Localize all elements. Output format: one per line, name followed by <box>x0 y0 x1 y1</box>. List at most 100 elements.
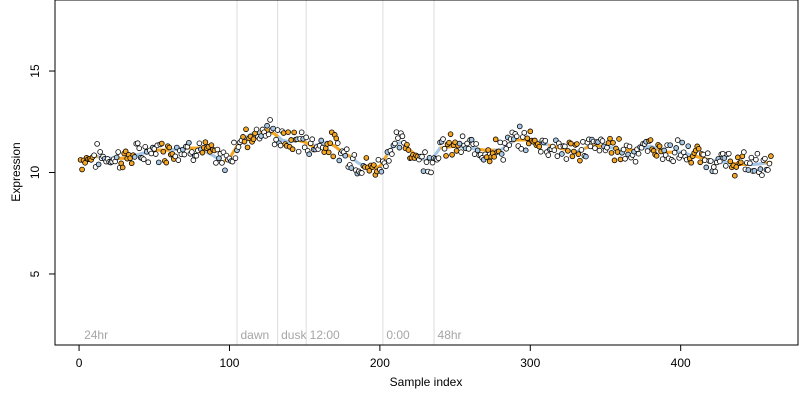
data-point <box>289 146 296 153</box>
data-point <box>202 139 209 145</box>
data-point <box>473 141 479 147</box>
y-tick-label: 15 <box>28 64 42 78</box>
data-point <box>721 155 728 161</box>
data-point <box>334 140 341 146</box>
data-point <box>250 136 257 142</box>
data-point <box>94 141 100 147</box>
data-point <box>330 153 337 160</box>
data-point <box>667 142 673 148</box>
data-point <box>762 155 768 162</box>
data-point <box>738 159 744 166</box>
data-point <box>336 157 343 164</box>
data-point <box>193 152 200 159</box>
data-point <box>659 156 666 162</box>
data-point <box>500 157 507 163</box>
data-point <box>309 136 315 143</box>
data-point <box>578 147 585 153</box>
data-point <box>405 147 412 153</box>
data-point <box>241 138 248 145</box>
data-point <box>122 148 129 155</box>
data-point <box>632 158 639 165</box>
data-point <box>392 140 398 147</box>
x-axis-title: Sample index <box>390 375 463 389</box>
data-point <box>712 168 719 175</box>
data-point <box>754 150 761 157</box>
data-point <box>186 139 192 146</box>
data-point <box>151 146 158 152</box>
data-point <box>363 155 370 161</box>
y-tick-label: 5 <box>28 270 42 277</box>
data-point <box>196 140 203 147</box>
data-point <box>554 153 561 159</box>
data-point <box>303 134 309 141</box>
data-point <box>622 156 628 162</box>
data-point <box>518 146 525 152</box>
data-point <box>616 136 622 142</box>
data-point <box>333 135 340 142</box>
data-point <box>697 159 704 166</box>
data-point <box>741 149 747 155</box>
data-point <box>140 156 147 163</box>
data-point <box>604 144 610 151</box>
data-point <box>732 172 738 179</box>
data-point <box>395 135 401 141</box>
data-point <box>422 149 428 155</box>
annotation-labels: 24hr dawn dusk 12:00 0:00 48hr <box>84 328 461 342</box>
data-point <box>474 147 481 154</box>
data-point <box>97 149 103 155</box>
data-point <box>456 140 463 147</box>
data-point <box>635 150 642 157</box>
data-point <box>465 146 472 152</box>
data-point <box>607 135 613 142</box>
data-point <box>91 152 97 159</box>
data-point <box>229 158 236 165</box>
data-point <box>325 149 332 156</box>
data-point <box>536 143 543 150</box>
data-point <box>270 125 276 132</box>
data-point <box>524 135 531 142</box>
data-point <box>447 131 454 137</box>
annotation-label-3: 12:00 <box>310 328 340 342</box>
data-point <box>608 150 615 156</box>
data-point <box>134 140 141 146</box>
data-point <box>152 151 159 157</box>
data-point <box>158 140 165 147</box>
data-point <box>617 156 624 163</box>
x-tick-label: 400 <box>671 356 691 370</box>
data-point <box>383 163 389 170</box>
data-point <box>695 145 702 152</box>
data-point <box>240 134 246 140</box>
data-point <box>213 160 219 166</box>
data-point <box>301 144 308 151</box>
data-point <box>748 154 755 161</box>
data-point <box>199 149 206 156</box>
data-point <box>318 137 325 144</box>
data-point <box>671 149 678 156</box>
data-point <box>160 148 167 155</box>
y-axis-title: Expression <box>9 142 23 201</box>
data-point <box>277 142 284 149</box>
data-point <box>492 136 499 143</box>
data-point <box>443 153 449 159</box>
data-point <box>243 126 249 133</box>
data-point <box>575 151 582 157</box>
data-point <box>440 136 446 142</box>
data-point <box>288 137 294 143</box>
data-point <box>79 166 85 173</box>
data-point <box>583 153 589 160</box>
data-point <box>542 137 549 144</box>
data-point <box>265 131 272 138</box>
data-point <box>592 145 598 151</box>
data-point <box>136 145 143 152</box>
data-point <box>119 164 126 171</box>
data-point <box>163 159 170 166</box>
data-point <box>231 139 237 146</box>
data-point <box>219 160 225 166</box>
data-point <box>155 159 162 166</box>
annotation-label-2: dusk <box>281 328 307 342</box>
data-point <box>175 157 182 163</box>
data-point <box>503 145 510 152</box>
data-point <box>726 150 732 157</box>
